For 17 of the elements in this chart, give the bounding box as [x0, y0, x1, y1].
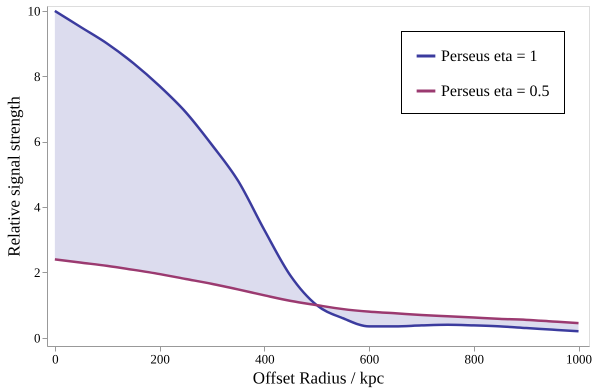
legend-label: Perseus eta = 1 [441, 48, 538, 65]
x-tick-label: 200 [150, 352, 170, 366]
x-tick-label: 400 [255, 352, 275, 366]
y-tick-label: 0 [34, 330, 40, 346]
legend-label: Perseus eta = 0.5 [441, 83, 550, 100]
line-series [54, 258, 580, 324]
y-tick-label: 6 [34, 134, 41, 150]
x-tick-label: 600 [360, 352, 380, 366]
x-axis-title: Offset Radius / kpc [252, 368, 385, 388]
y-tick-label: 8 [34, 68, 40, 84]
y-tick-label: 2 [34, 264, 40, 280]
x-tick-label: 0 [52, 352, 59, 366]
y-tick-label: 10 [28, 3, 40, 18]
x-tick-label: 1000 [566, 352, 592, 366]
y-axis-title: Relative signal strength [4, 96, 24, 257]
y-tick-label: 4 [34, 200, 41, 215]
x-tick-label: 800 [464, 352, 484, 366]
